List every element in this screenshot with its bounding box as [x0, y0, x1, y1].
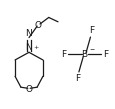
- Text: O: O: [25, 85, 32, 94]
- Text: B: B: [81, 50, 87, 59]
- Text: −: −: [89, 46, 94, 51]
- Text: F: F: [75, 74, 80, 83]
- Text: +: +: [33, 45, 38, 50]
- Text: N: N: [25, 43, 32, 52]
- Text: N: N: [25, 29, 32, 38]
- Text: F: F: [88, 26, 93, 35]
- Text: F: F: [60, 50, 66, 59]
- Text: O: O: [34, 21, 41, 30]
- Text: F: F: [102, 50, 107, 59]
